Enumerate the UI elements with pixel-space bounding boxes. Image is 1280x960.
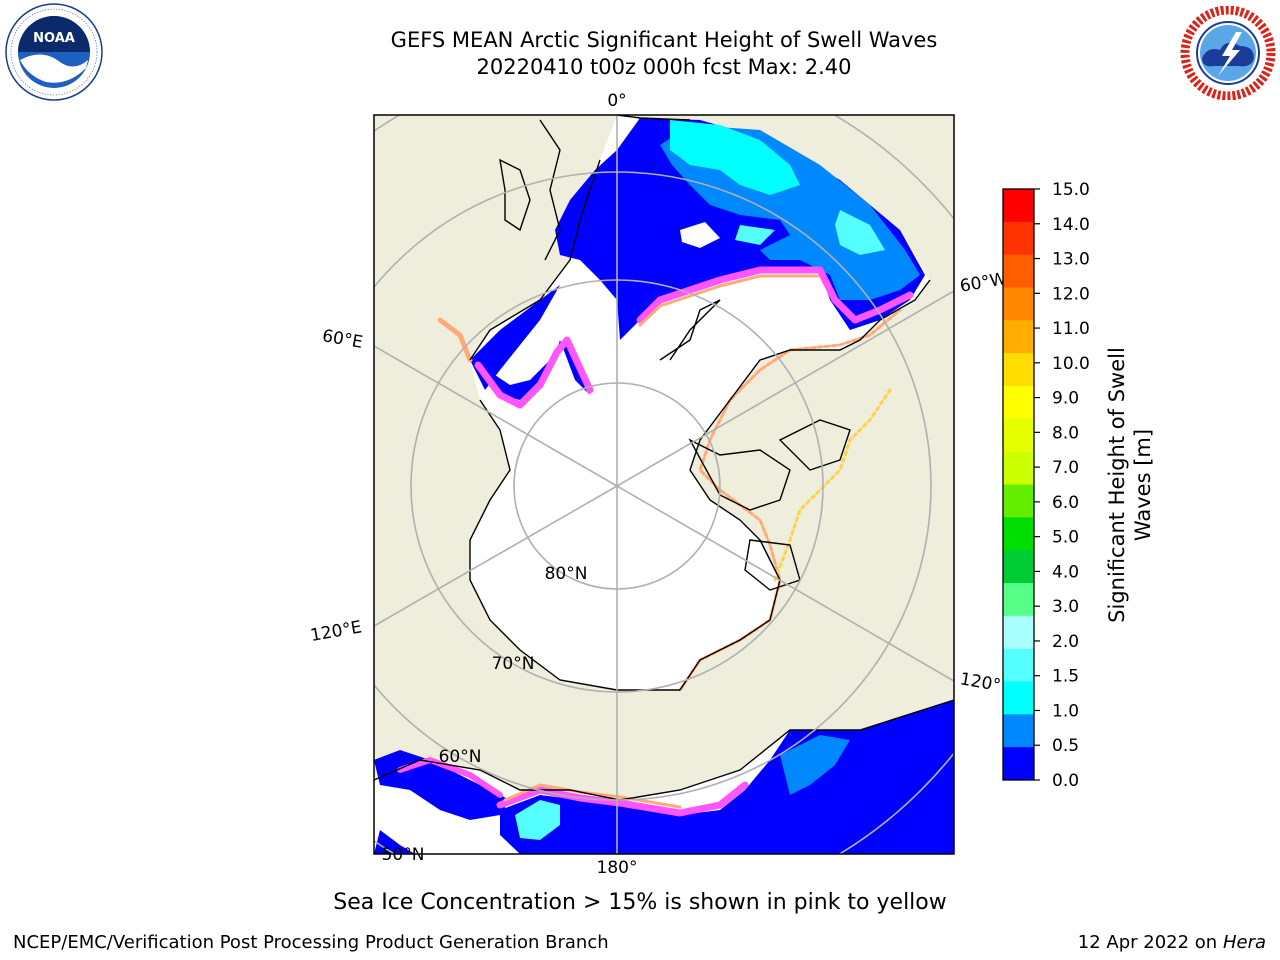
footer-date: 12 Apr 2022 on Hera xyxy=(1078,932,1266,953)
colorbar-tick-label: 3.0 xyxy=(1052,597,1079,617)
colorbar-tick-label: 13.0 xyxy=(1052,250,1090,270)
nws-logo xyxy=(1180,6,1276,100)
colorbar-segment xyxy=(1003,714,1034,748)
colorbar-segment xyxy=(1003,254,1034,288)
chart-subtitle: 20220410 t00z 000h fcst Max: 2.40 xyxy=(476,55,852,79)
sea-ice-caption: Sea Ice Concentration > 15% is shown in … xyxy=(333,890,947,915)
lat-label-70n: 70°N xyxy=(492,654,535,674)
colorbar-segment xyxy=(1003,681,1034,715)
colorbar-tick-label: 5.0 xyxy=(1052,528,1079,548)
colorbar-segment xyxy=(1003,615,1034,650)
colorbar-tick-label: 11.0 xyxy=(1052,319,1090,339)
lon-label-120e: 120°E xyxy=(309,617,363,646)
colorbar-tick-label: 0.0 xyxy=(1052,771,1079,791)
colorbar-segment xyxy=(1003,287,1034,321)
colorbar-tick-label: 15.0 xyxy=(1052,180,1090,200)
colorbar-segment xyxy=(1003,517,1034,551)
colorbar-tick-label: 10.0 xyxy=(1052,354,1090,374)
colorbar-segment xyxy=(1003,189,1034,223)
lon-label-60e: 60°E xyxy=(321,326,365,353)
colorbar-tick-label: 8.0 xyxy=(1052,423,1079,443)
colorbar-segment xyxy=(1003,583,1034,617)
lon-label-60w: 60°W xyxy=(958,269,1008,297)
colorbar-tick-label: 6.0 xyxy=(1052,493,1079,513)
colorbar-segment xyxy=(1003,484,1034,518)
colorbar-tick-label: 9.0 xyxy=(1052,389,1079,409)
footer-credit: NCEP/EMC/Verification Post Processing Pr… xyxy=(13,932,609,953)
colorbar-tick-label: 1.0 xyxy=(1052,701,1079,721)
colorbar-segment xyxy=(1003,320,1034,354)
colorbar-segment xyxy=(1003,386,1034,420)
colorbar: 15.0 14.0 13.0 12.0 11.0 10.0 9.0 8.0 7.0 6.0 5.0 4… xyxy=(1003,180,1090,791)
colorbar-tick-label: 2.0 xyxy=(1052,632,1079,652)
map-frame xyxy=(373,114,955,855)
footer-date-text: 12 Apr 2022 on xyxy=(1077,932,1218,953)
colorbar-segment xyxy=(1003,648,1034,682)
colorbar-tick-label: 12.0 xyxy=(1052,284,1090,304)
colorbar-tick-label: 14.0 xyxy=(1052,215,1090,235)
colorbar-frame xyxy=(1002,188,1035,781)
colorbar-tick-label: 7.0 xyxy=(1052,458,1079,478)
colorbar-tick-label: 0.5 xyxy=(1052,736,1079,756)
coastlines xyxy=(374,115,954,801)
colorbar-segment xyxy=(1003,747,1034,781)
lat-label-50n: 50°N xyxy=(382,845,425,865)
graticule xyxy=(374,115,954,854)
colorbar-segment xyxy=(1003,451,1034,485)
lat-label-80n: 80°N xyxy=(545,564,588,584)
colorbar-segment xyxy=(1003,221,1034,256)
lon-label-180: 180° xyxy=(597,858,638,878)
colorbar-tick-label: 4.0 xyxy=(1052,562,1079,582)
colorbar-segment xyxy=(1003,353,1034,387)
colorbar-tick-label: 1.5 xyxy=(1052,667,1079,687)
lat-label-60n: 60°N xyxy=(439,747,482,767)
noaa-logo-text: NOAA xyxy=(33,31,75,46)
chart-title: GEFS MEAN Arctic Significant Height of S… xyxy=(390,28,938,52)
colorbar-title: Significant Height of Swell Waves [m] xyxy=(1105,347,1155,623)
footer-machine: Hera xyxy=(1222,932,1266,953)
colorbar-segment xyxy=(1003,550,1034,584)
lon-label-0: 0° xyxy=(607,91,626,111)
colorbar-segment xyxy=(1003,418,1034,453)
noaa-logo: NOAA xyxy=(5,3,103,101)
